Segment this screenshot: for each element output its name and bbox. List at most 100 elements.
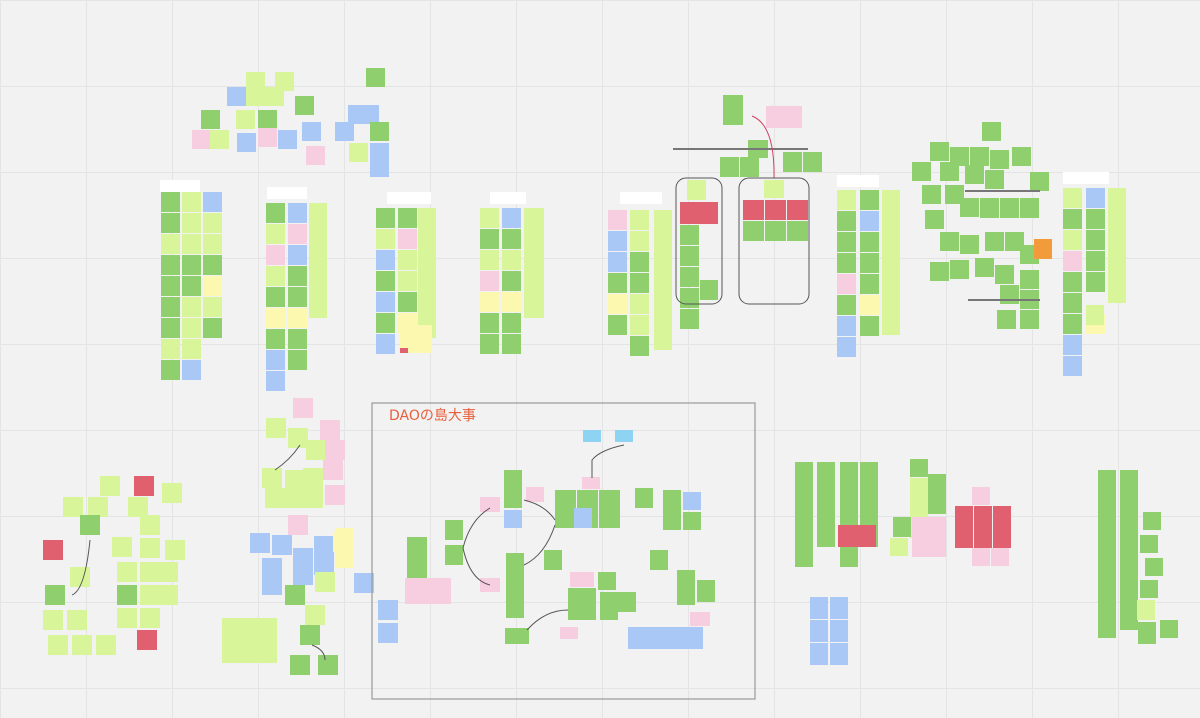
sticky-note[interactable] <box>630 210 649 230</box>
sticky-note[interactable] <box>161 360 180 380</box>
sticky-note[interactable] <box>1020 198 1039 218</box>
sticky-note[interactable] <box>940 232 959 251</box>
sticky-note[interactable] <box>480 271 499 291</box>
sticky-note[interactable] <box>288 224 307 244</box>
sticky-note[interactable] <box>1138 622 1156 644</box>
sticky-note[interactable] <box>810 597 828 619</box>
sticky-note[interactable] <box>960 198 979 217</box>
sticky-note[interactable] <box>1120 470 1138 630</box>
sticky-note[interactable] <box>502 250 521 270</box>
sticky-note[interactable] <box>1108 188 1126 303</box>
sticky-note[interactable] <box>161 339 180 359</box>
sticky-note[interactable] <box>608 273 627 293</box>
sticky-note[interactable] <box>161 255 180 275</box>
sticky-note[interactable] <box>72 635 92 655</box>
sticky-note[interactable] <box>306 146 325 165</box>
sticky-note[interactable] <box>445 520 463 540</box>
sticky-note[interactable] <box>398 229 417 249</box>
sticky-note[interactable] <box>290 655 310 675</box>
sticky-note[interactable] <box>480 497 500 512</box>
sticky-note[interactable] <box>288 350 307 370</box>
sticky-note[interactable] <box>663 490 681 530</box>
sticky-note[interactable] <box>192 130 211 149</box>
sticky-note[interactable] <box>398 292 417 312</box>
sticky-note[interactable] <box>203 192 222 212</box>
sticky-note[interactable] <box>70 567 90 587</box>
sticky-note[interactable] <box>1143 512 1161 530</box>
sticky-note[interactable] <box>860 232 879 252</box>
sticky-note[interactable] <box>182 213 201 233</box>
sticky-note[interactable] <box>837 175 879 187</box>
sticky-note[interactable] <box>787 200 808 220</box>
sticky-note[interactable] <box>568 588 596 620</box>
sticky-note[interactable] <box>318 655 338 675</box>
sticky-note[interactable] <box>293 398 313 418</box>
sticky-note[interactable] <box>370 143 389 162</box>
sticky-note[interactable] <box>323 460 343 480</box>
sticky-note[interactable] <box>1000 285 1019 304</box>
sticky-note[interactable] <box>570 572 594 587</box>
sticky-note[interactable] <box>697 580 715 602</box>
sticky-note[interactable] <box>288 203 307 223</box>
sticky-note[interactable] <box>680 202 718 224</box>
sticky-note[interactable] <box>266 287 285 307</box>
sticky-note[interactable] <box>502 271 521 291</box>
sticky-note[interactable] <box>583 430 601 442</box>
sticky-note[interactable] <box>1086 305 1104 325</box>
sticky-note[interactable] <box>504 470 522 508</box>
sticky-note[interactable] <box>158 562 178 582</box>
sticky-note[interactable] <box>980 198 999 218</box>
sticky-note[interactable] <box>201 110 220 129</box>
sticky-note[interactable] <box>972 487 990 505</box>
sticky-note[interactable] <box>608 252 627 272</box>
sticky-note[interactable] <box>480 229 499 249</box>
sticky-note[interactable] <box>203 297 222 317</box>
sticky-note[interactable] <box>630 273 649 293</box>
sticky-note[interactable] <box>680 309 699 329</box>
sticky-note[interactable] <box>360 105 379 124</box>
sticky-note[interactable] <box>43 610 63 630</box>
sticky-note[interactable] <box>314 555 334 575</box>
sticky-note[interactable] <box>275 72 294 91</box>
sticky-note[interactable] <box>860 190 879 210</box>
sticky-note[interactable] <box>972 548 990 566</box>
sticky-note[interactable] <box>890 538 908 556</box>
sticky-note[interactable] <box>1140 535 1158 553</box>
sticky-note[interactable] <box>837 232 856 252</box>
sticky-note[interactable] <box>398 250 417 270</box>
sticky-note[interactable] <box>376 208 395 228</box>
sticky-note[interactable] <box>504 510 522 528</box>
sticky-note[interactable] <box>928 474 946 514</box>
sticky-note[interactable] <box>817 462 835 547</box>
sticky-note[interactable] <box>582 477 600 489</box>
sticky-note[interactable] <box>803 152 822 172</box>
sticky-note[interactable] <box>1063 251 1082 271</box>
sticky-note[interactable] <box>560 627 578 639</box>
sticky-note[interactable] <box>683 492 701 510</box>
sticky-note[interactable] <box>837 316 856 336</box>
sticky-note[interactable] <box>285 470 305 490</box>
sticky-note[interactable] <box>764 180 784 198</box>
sticky-note[interactable] <box>1086 230 1105 250</box>
sticky-note[interactable] <box>88 497 108 517</box>
sticky-note[interactable] <box>1160 620 1178 638</box>
sticky-note[interactable] <box>680 288 699 308</box>
sticky-note[interactable] <box>810 620 828 642</box>
sticky-note[interactable] <box>945 185 964 204</box>
sticky-note[interactable] <box>930 262 949 281</box>
sticky-note[interactable] <box>165 540 185 560</box>
sticky-note[interactable] <box>950 147 969 166</box>
sticky-note[interactable] <box>203 234 222 254</box>
sticky-note[interactable] <box>930 142 949 161</box>
sticky-note[interactable] <box>985 232 1004 251</box>
sticky-note[interactable] <box>117 585 137 605</box>
sticky-note[interactable] <box>630 294 649 314</box>
sticky-note[interactable] <box>1000 198 1019 218</box>
sticky-note[interactable] <box>599 490 620 528</box>
sticky-note[interactable] <box>1063 209 1082 229</box>
sticky-note[interactable] <box>140 585 160 605</box>
sticky-note[interactable] <box>63 497 83 517</box>
sticky-note[interactable] <box>325 485 345 505</box>
sticky-note[interactable] <box>370 122 389 141</box>
sticky-note[interactable] <box>1063 335 1082 355</box>
